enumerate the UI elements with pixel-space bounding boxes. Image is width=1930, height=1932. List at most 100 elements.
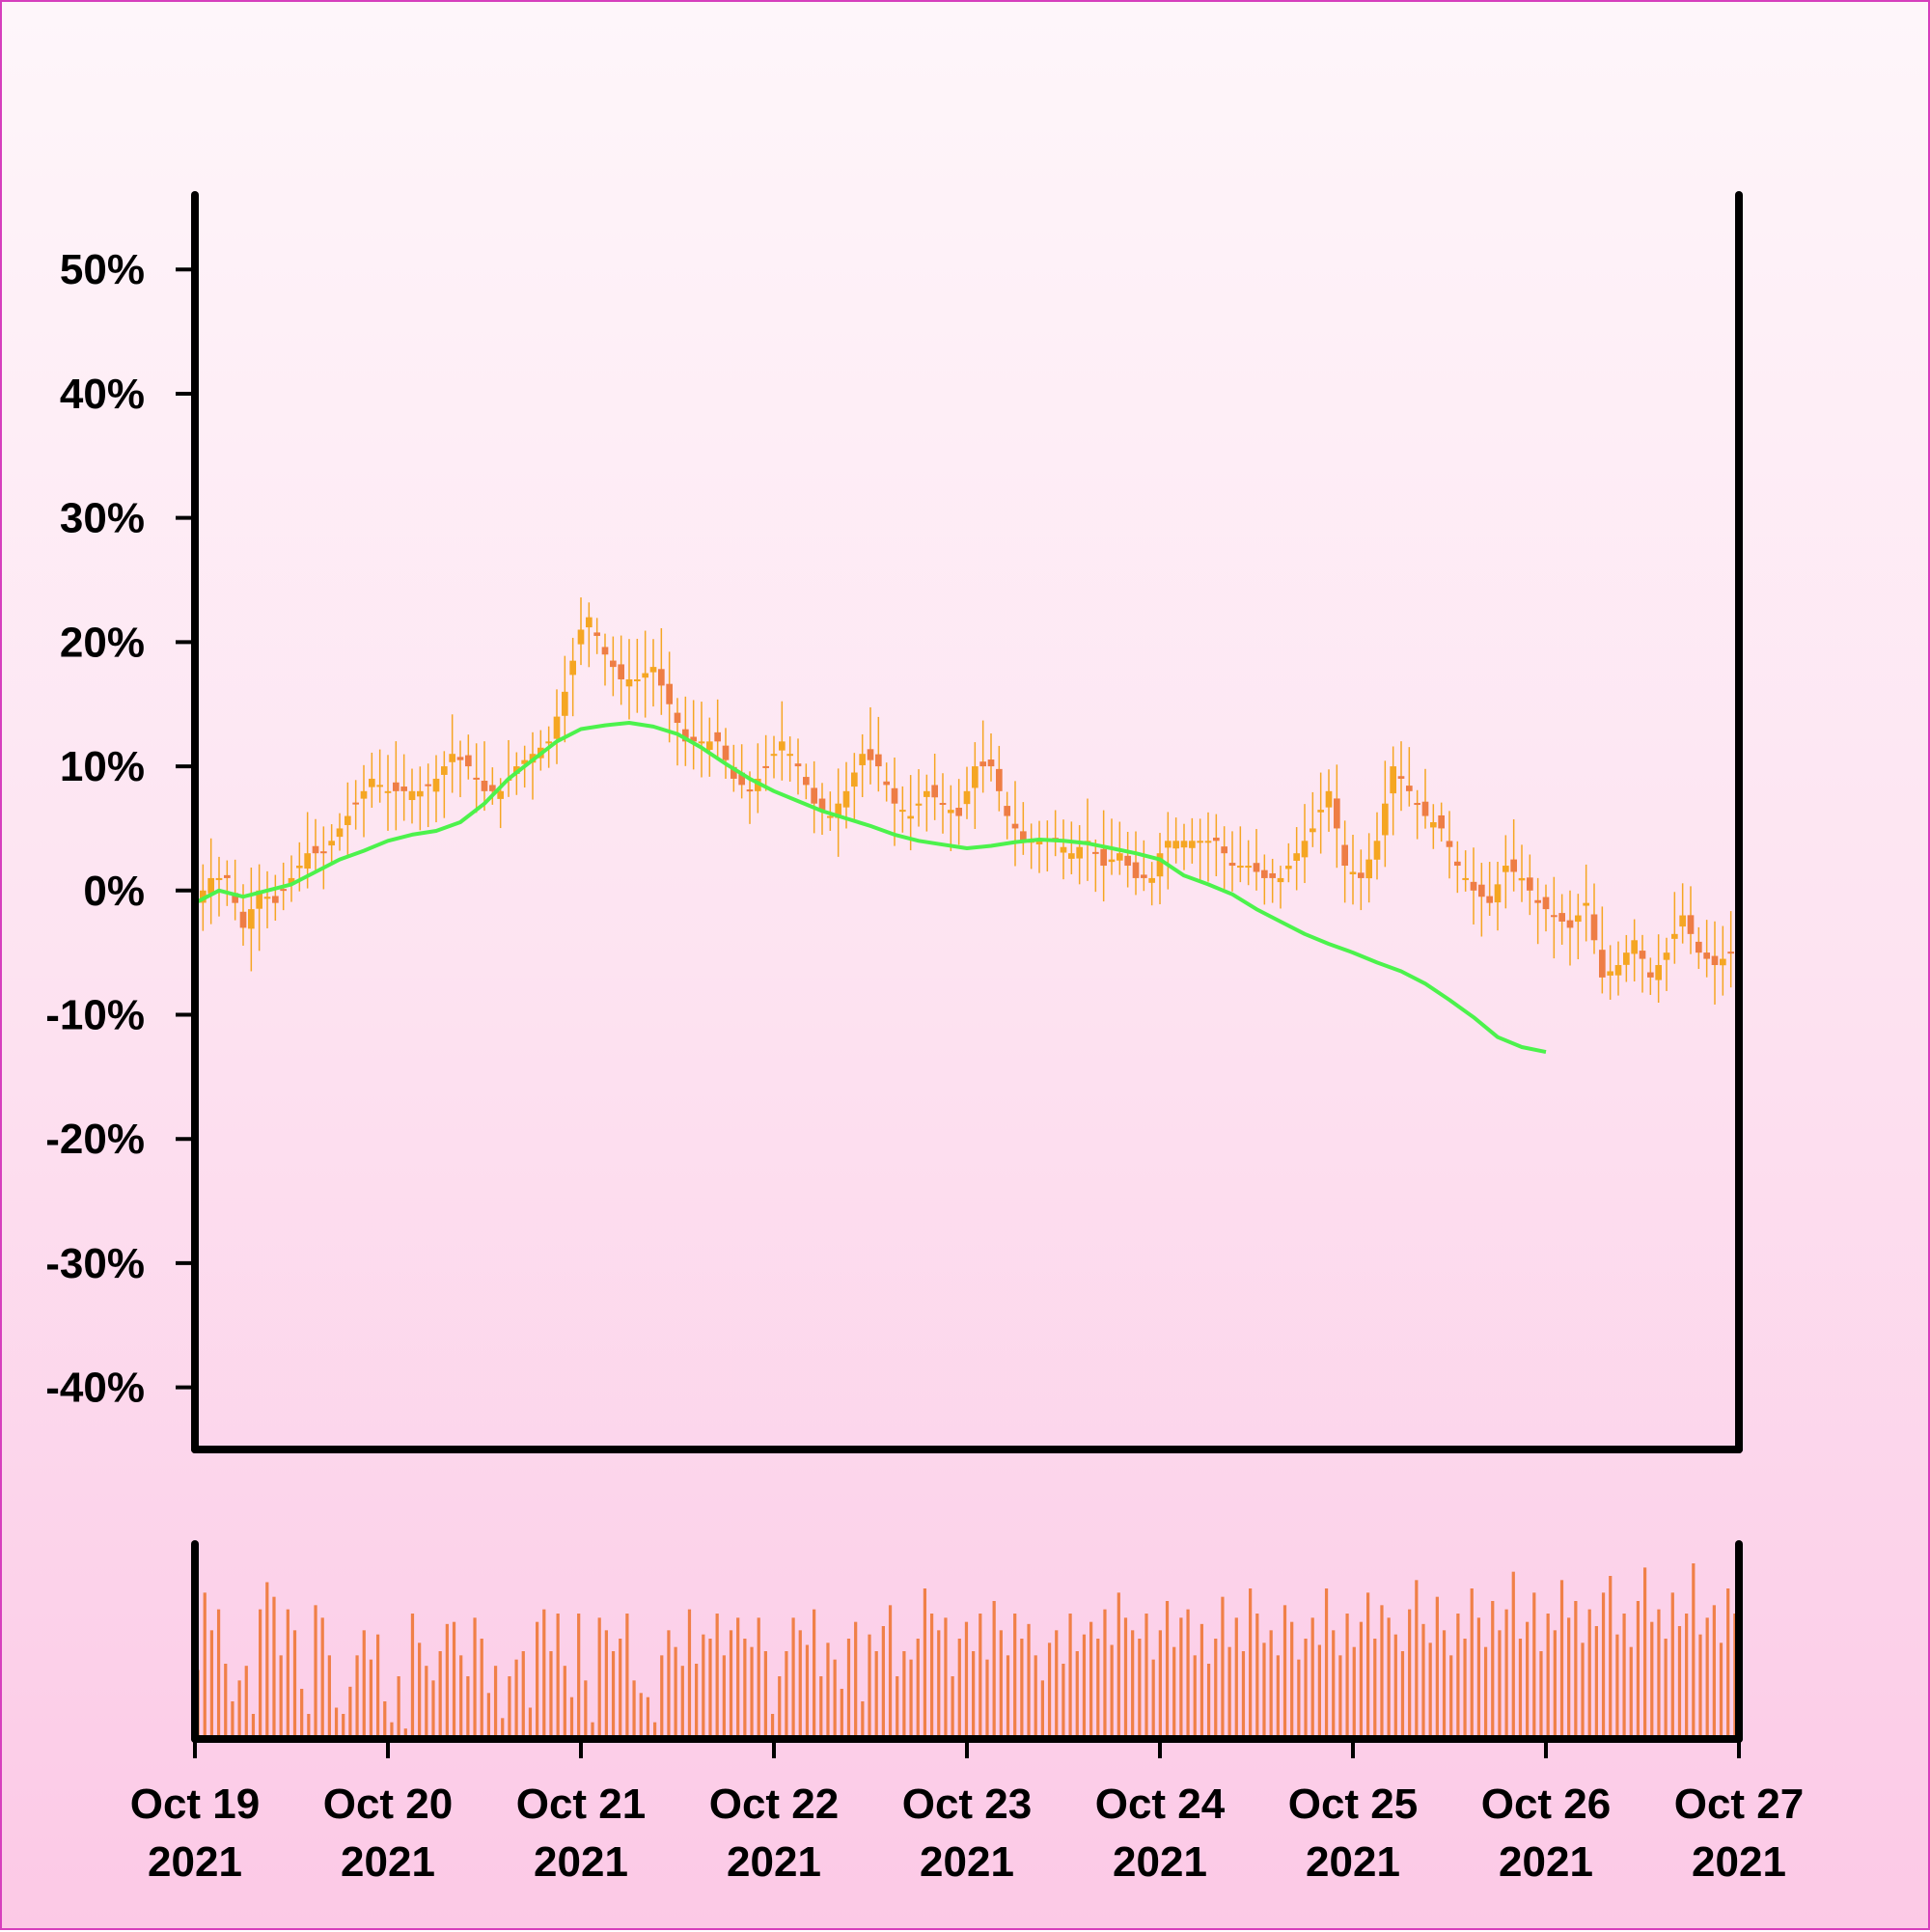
- x-tick-label-year: 2021: [1499, 1838, 1593, 1886]
- volume-bar: [1685, 1614, 1689, 1739]
- candle: [577, 597, 585, 666]
- candle-body: [738, 772, 745, 786]
- candle: [931, 754, 938, 820]
- y-tick-label: -40%: [45, 1365, 145, 1412]
- candle-body: [786, 754, 793, 757]
- candle-body: [666, 683, 673, 704]
- volume-bar: [1380, 1605, 1384, 1739]
- volume-bar: [881, 1626, 885, 1739]
- volume-bar: [1144, 1614, 1148, 1739]
- candle: [263, 870, 271, 928]
- candle-body: [1349, 871, 1357, 874]
- candle-body: [601, 647, 609, 655]
- volume-bar: [1408, 1609, 1412, 1739]
- candle-body: [1245, 866, 1252, 869]
- candle: [1373, 812, 1381, 880]
- candle-body: [1671, 933, 1678, 939]
- volume-bar: [708, 1639, 712, 1739]
- volume-bar: [1345, 1614, 1349, 1739]
- candle: [770, 735, 778, 779]
- y-tick-label: 40%: [60, 371, 145, 418]
- candle: [465, 734, 472, 780]
- volume-bar: [362, 1630, 366, 1739]
- candle-body: [891, 787, 898, 804]
- volume-bar: [1249, 1588, 1253, 1739]
- candle: [1253, 829, 1260, 891]
- volume-bar: [1013, 1614, 1017, 1739]
- candle-body: [690, 736, 697, 742]
- candle-body: [1317, 810, 1324, 813]
- volume-bar: [1020, 1639, 1024, 1739]
- volume-bar: [1470, 1588, 1474, 1739]
- volume-bar: [1670, 1592, 1674, 1739]
- candle: [376, 749, 383, 803]
- candle: [1334, 764, 1340, 869]
- volume-bar: [1629, 1646, 1633, 1739]
- volume-bar: [1428, 1642, 1432, 1739]
- candle: [1285, 842, 1292, 883]
- volume-bar: [972, 1651, 976, 1739]
- candle: [1237, 826, 1244, 883]
- candle: [811, 760, 817, 834]
- candle-body: [722, 745, 730, 760]
- candle-body: [489, 785, 496, 791]
- volume-bar: [923, 1588, 927, 1739]
- candle-body: [1004, 806, 1010, 816]
- candle: [1132, 831, 1140, 896]
- volume-bar: [1622, 1614, 1626, 1739]
- volume-bar: [729, 1630, 733, 1739]
- volume-bar: [1365, 1592, 1370, 1739]
- candle-body: [553, 716, 561, 739]
- volume-bar: [985, 1659, 989, 1739]
- candle-body: [425, 784, 431, 787]
- candle-body: [1711, 955, 1719, 966]
- candle-body: [1156, 853, 1164, 877]
- candle: [1575, 894, 1582, 960]
- candle: [1414, 789, 1420, 840]
- volume-bar: [757, 1617, 760, 1739]
- volume-bar: [556, 1614, 560, 1739]
- candle: [851, 753, 858, 822]
- volume-bar: [237, 1680, 241, 1739]
- candle-body: [1390, 766, 1396, 794]
- volume-bar: [1332, 1630, 1336, 1739]
- candle: [239, 884, 247, 946]
- candle-body: [1165, 841, 1172, 848]
- candle-body: [1687, 915, 1695, 934]
- volume-bar: [591, 1722, 594, 1739]
- volume-bar: [1255, 1614, 1259, 1739]
- candle: [714, 699, 721, 759]
- volume-bar: [611, 1651, 616, 1739]
- volume-bar: [1650, 1621, 1654, 1739]
- volume-bar: [1110, 1644, 1114, 1739]
- candle: [1221, 826, 1227, 891]
- candle-body: [972, 766, 979, 788]
- candle: [698, 702, 705, 778]
- candle: [1470, 847, 1477, 925]
- candle-body: [328, 841, 335, 846]
- volume-bar: [1186, 1609, 1190, 1739]
- candle: [875, 716, 882, 792]
- candle-body: [1518, 877, 1526, 881]
- candle: [1430, 804, 1437, 849]
- candle-body: [1631, 940, 1638, 954]
- candle: [1204, 812, 1212, 882]
- volume-bar: [1075, 1651, 1079, 1739]
- volume-bar: [1726, 1588, 1730, 1739]
- volume-bar: [604, 1630, 608, 1739]
- candle: [1100, 810, 1107, 902]
- candle-body: [746, 789, 754, 792]
- candle: [1510, 818, 1517, 892]
- x-tick-label-year: 2021: [920, 1838, 1014, 1886]
- candle-body: [618, 664, 624, 679]
- candle-body: [1213, 837, 1220, 842]
- candle: [996, 745, 1003, 812]
- candle-body: [232, 893, 238, 903]
- candle-body: [1655, 965, 1662, 980]
- volume-bar: [854, 1621, 858, 1739]
- x-tick-label-date: Oct 20: [323, 1780, 454, 1828]
- candle-body: [1679, 915, 1686, 927]
- candle-body: [770, 754, 778, 757]
- candle: [786, 736, 793, 782]
- candle: [1390, 746, 1396, 836]
